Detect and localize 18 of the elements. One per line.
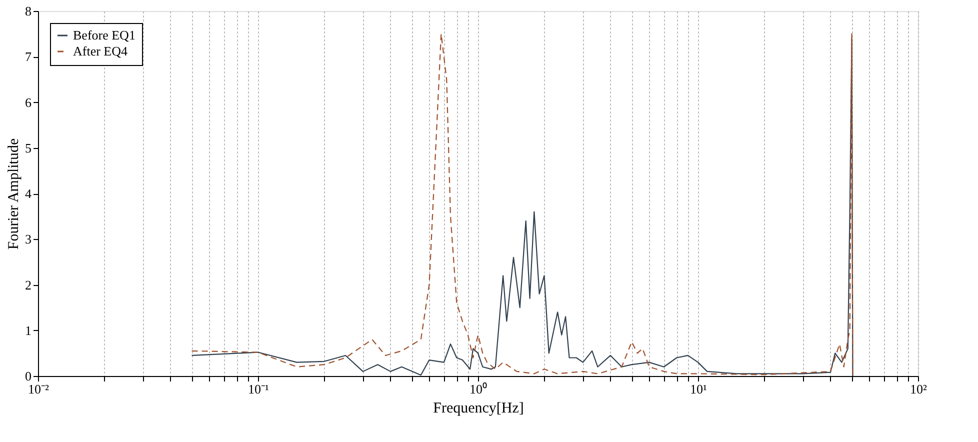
x-tick-label: 10² (910, 382, 928, 396)
x-tick-label: 10¹ (690, 382, 708, 396)
x-tick-label: 10⁻¹ (248, 382, 270, 396)
y-axis-title: Fourier Amplitude (6, 138, 22, 250)
y-tick-label: 1 (25, 322, 32, 338)
y-tick-label: 8 (25, 4, 32, 18)
x-tick-label: 10⁻² (28, 382, 50, 396)
x-tick-label: 10⁰ (470, 382, 488, 396)
y-tick-label: 7 (25, 49, 32, 64)
y-tick-label: 2 (25, 277, 32, 292)
legend-label: Before EQ1 (73, 28, 136, 42)
y-tick-label: 3 (25, 232, 32, 247)
x-axis-title: Frequency[Hz] (433, 400, 524, 416)
y-tick-label: 6 (25, 94, 32, 110)
legend-label: After EQ4 (73, 44, 128, 58)
y-tick-label: 4 (25, 186, 32, 201)
y-tick-label: 5 (25, 140, 32, 156)
y-tick-label: 0 (25, 368, 32, 384)
